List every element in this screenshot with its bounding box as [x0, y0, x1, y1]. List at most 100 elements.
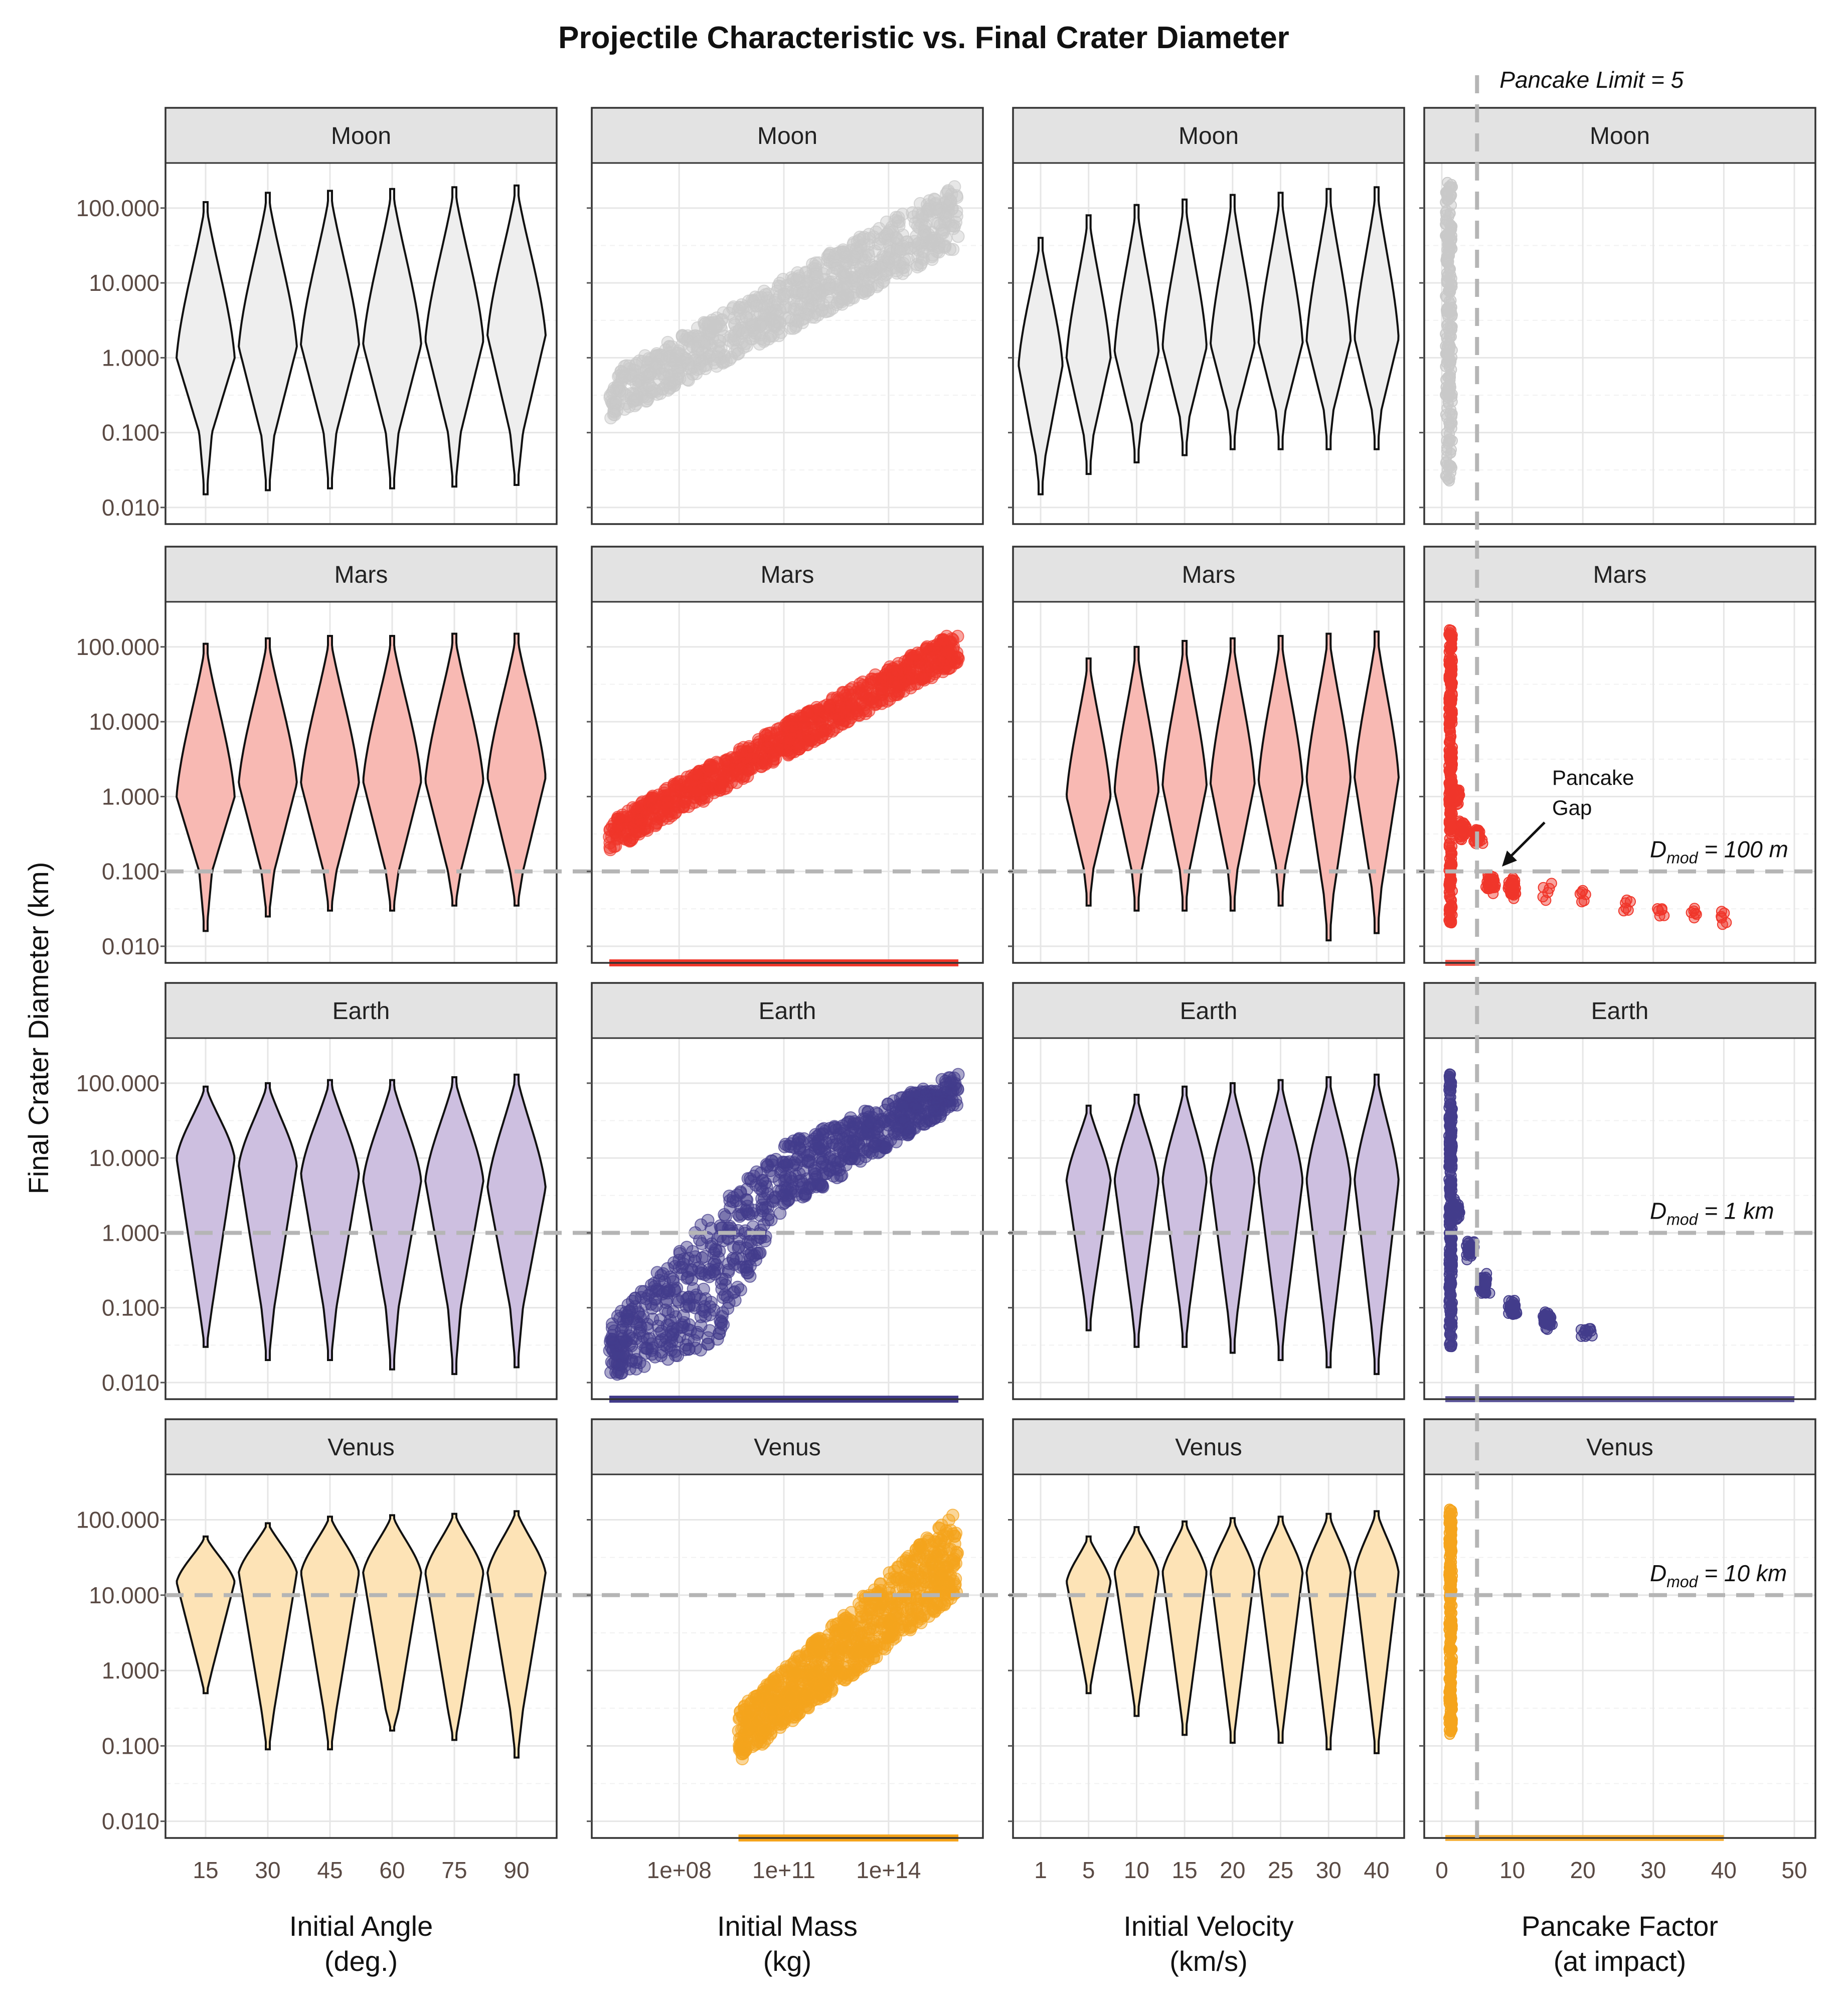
- panel-mars-1: Mars: [164, 546, 558, 963]
- facet-strip-label: Moon: [757, 123, 817, 149]
- pancake-tail-point: [1447, 788, 1459, 800]
- pancake-point: [1446, 1265, 1458, 1277]
- facet-strip-label: Earth: [759, 998, 816, 1025]
- facet-strip-label: Venus: [754, 1434, 820, 1461]
- pancake-tail-point: [1457, 824, 1468, 835]
- mass-point: [616, 1320, 629, 1334]
- pancake-point: [1441, 308, 1453, 320]
- mass-point: [670, 1334, 684, 1348]
- mass-point: [792, 1133, 805, 1146]
- mass-point: [628, 393, 641, 406]
- mass-point: [859, 285, 873, 298]
- pancake-tail-point: [1540, 895, 1552, 906]
- mass-point: [606, 1334, 619, 1348]
- mass-point: [796, 286, 810, 300]
- pancake-point: [1446, 322, 1457, 333]
- mass-point: [875, 1139, 889, 1153]
- mass-point: [776, 273, 790, 286]
- violin-angle-90: [486, 184, 547, 486]
- pancake-point: [1444, 1134, 1455, 1145]
- mass-point: [761, 741, 774, 754]
- mass-point: [915, 256, 928, 270]
- pancake-point: [1443, 392, 1454, 403]
- mass-point: [842, 714, 856, 728]
- mass-point: [722, 1263, 735, 1277]
- facet-strip-label: Moon: [1590, 123, 1650, 149]
- mass-point: [892, 211, 905, 224]
- mass-point: [740, 1205, 754, 1219]
- mass-point: [609, 396, 623, 410]
- mass-point: [807, 288, 821, 301]
- mass-point: [912, 207, 925, 220]
- mass-point: [743, 751, 757, 765]
- mass-point: [853, 677, 867, 691]
- mass-point: [754, 332, 768, 346]
- pancake-point: [1444, 736, 1456, 748]
- mass-point: [698, 1305, 711, 1318]
- mass-point: [692, 1261, 706, 1274]
- pancake-tail-point: [1461, 1240, 1472, 1252]
- mass-point: [800, 706, 814, 719]
- mass-point: [759, 288, 772, 301]
- pancake-point: [1446, 705, 1458, 717]
- pancake-point: [1444, 1099, 1455, 1110]
- mass-point: [671, 364, 685, 378]
- mass-point: [852, 1152, 865, 1165]
- mass-point: [880, 267, 893, 281]
- pancake-point: [1444, 241, 1455, 252]
- mass-point: [869, 696, 883, 709]
- mass-point: [750, 738, 764, 752]
- pancake-point: [1444, 1328, 1455, 1340]
- violin-angle-75: [424, 186, 484, 488]
- facet-strip-label: Mars: [1182, 562, 1236, 588]
- pancake-tail-point: [1482, 872, 1494, 884]
- mass-point: [645, 1278, 658, 1292]
- mass-point: [682, 1270, 695, 1284]
- mass-point: [736, 327, 750, 341]
- mass-point: [724, 329, 738, 343]
- mass-point: [731, 1280, 744, 1294]
- mass-point: [783, 732, 796, 746]
- pancake-tail-point: [1544, 883, 1555, 894]
- pancake-point: [1445, 1246, 1457, 1257]
- pancake-point: [1444, 1068, 1455, 1080]
- mass-point: [868, 260, 882, 273]
- mass-point: [773, 280, 787, 293]
- mass-point: [645, 793, 658, 806]
- mass-point: [690, 767, 703, 780]
- pancake-tail-point: [1719, 907, 1730, 919]
- mass-point: [686, 340, 699, 353]
- pancake-point: [1446, 200, 1457, 211]
- mass-point: [929, 1110, 942, 1124]
- pancake-point: [1446, 1080, 1457, 1092]
- mass-point: [890, 688, 903, 701]
- mass-point: [760, 1180, 773, 1194]
- mass-point: [607, 384, 620, 398]
- mass-point: [787, 302, 801, 316]
- pancake-tail-point: [1477, 1272, 1489, 1283]
- pancake-tail-point: [1509, 1300, 1521, 1311]
- mass-point: [938, 241, 952, 254]
- mass-point: [674, 783, 688, 796]
- mass-point: [890, 1135, 903, 1148]
- mass-point: [856, 232, 870, 245]
- mass-point: [645, 1301, 659, 1315]
- mass-point: [740, 1260, 754, 1273]
- mass-point: [758, 301, 771, 315]
- mass-point: [726, 1252, 740, 1265]
- mass-point: [816, 1128, 829, 1141]
- pancake-point: [1445, 434, 1456, 445]
- mass-point: [666, 1275, 680, 1288]
- facet-strip-label: Earth: [332, 998, 390, 1025]
- pancake-tail-point: [1581, 1329, 1593, 1340]
- mass-point: [805, 1147, 818, 1161]
- mass-point: [713, 334, 727, 348]
- facet-strip-label: Mars: [1593, 562, 1647, 588]
- mass-point: [913, 1089, 926, 1102]
- mass-point: [904, 672, 918, 686]
- pancake-point: [1444, 360, 1455, 371]
- mass-point: [626, 1294, 639, 1308]
- mass-point: [715, 1315, 728, 1329]
- panel-earth-1: Earth: [164, 982, 558, 1399]
- pancake-point: [1443, 674, 1455, 685]
